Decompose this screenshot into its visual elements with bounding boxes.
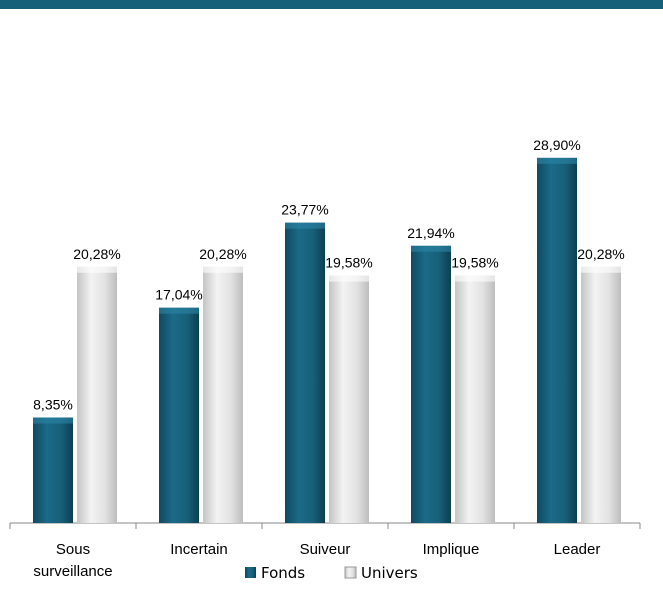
data-label: 8,35% (33, 396, 73, 412)
data-label: 20,28% (199, 246, 246, 262)
bar-fonds (411, 245, 451, 523)
bar-fonds (159, 307, 199, 523)
bar-cap (203, 266, 243, 273)
bar-cap (411, 245, 451, 252)
bar-univers (203, 266, 243, 523)
bar-cap (581, 266, 621, 273)
bar-cap (455, 275, 495, 282)
data-label: 23,77% (281, 202, 328, 218)
legend-swatch-fonds (245, 567, 256, 578)
bar-cap (537, 157, 577, 164)
data-label: 19,58% (451, 255, 498, 271)
legend-label-univers: Univers (361, 564, 418, 582)
bar-cap (329, 275, 369, 282)
x-tick-label: Incertain (170, 541, 228, 558)
legend-label-fonds: Fonds (261, 564, 305, 582)
bar-univers (77, 266, 117, 523)
bar-fonds (285, 222, 325, 523)
bar-cap (77, 266, 117, 273)
bar-fonds (33, 417, 73, 523)
x-tick-label: surveillance (33, 563, 112, 580)
bar-cap (285, 222, 325, 229)
header-bar (0, 0, 663, 9)
bar-cap (159, 307, 199, 314)
data-label: 28,90% (533, 137, 580, 153)
legend-swatch-univers (344, 566, 357, 579)
x-tick-label: Leader (554, 541, 601, 558)
legend: Fonds Univers (245, 564, 418, 582)
data-label: 20,28% (577, 246, 624, 262)
bar-cap (33, 417, 73, 424)
data-label: 20,28% (73, 246, 120, 262)
data-label: 19,58% (325, 255, 372, 271)
x-tick-label: Suiveur (300, 541, 351, 558)
data-label: 17,04% (155, 287, 202, 303)
bar-univers (581, 266, 621, 523)
bar-univers (329, 275, 369, 523)
data-label: 21,94% (407, 225, 454, 241)
bar-univers (455, 275, 495, 523)
bar-fonds (537, 157, 577, 523)
x-tick-label: Sous (56, 541, 90, 558)
x-tick-label: Implique (423, 541, 480, 558)
